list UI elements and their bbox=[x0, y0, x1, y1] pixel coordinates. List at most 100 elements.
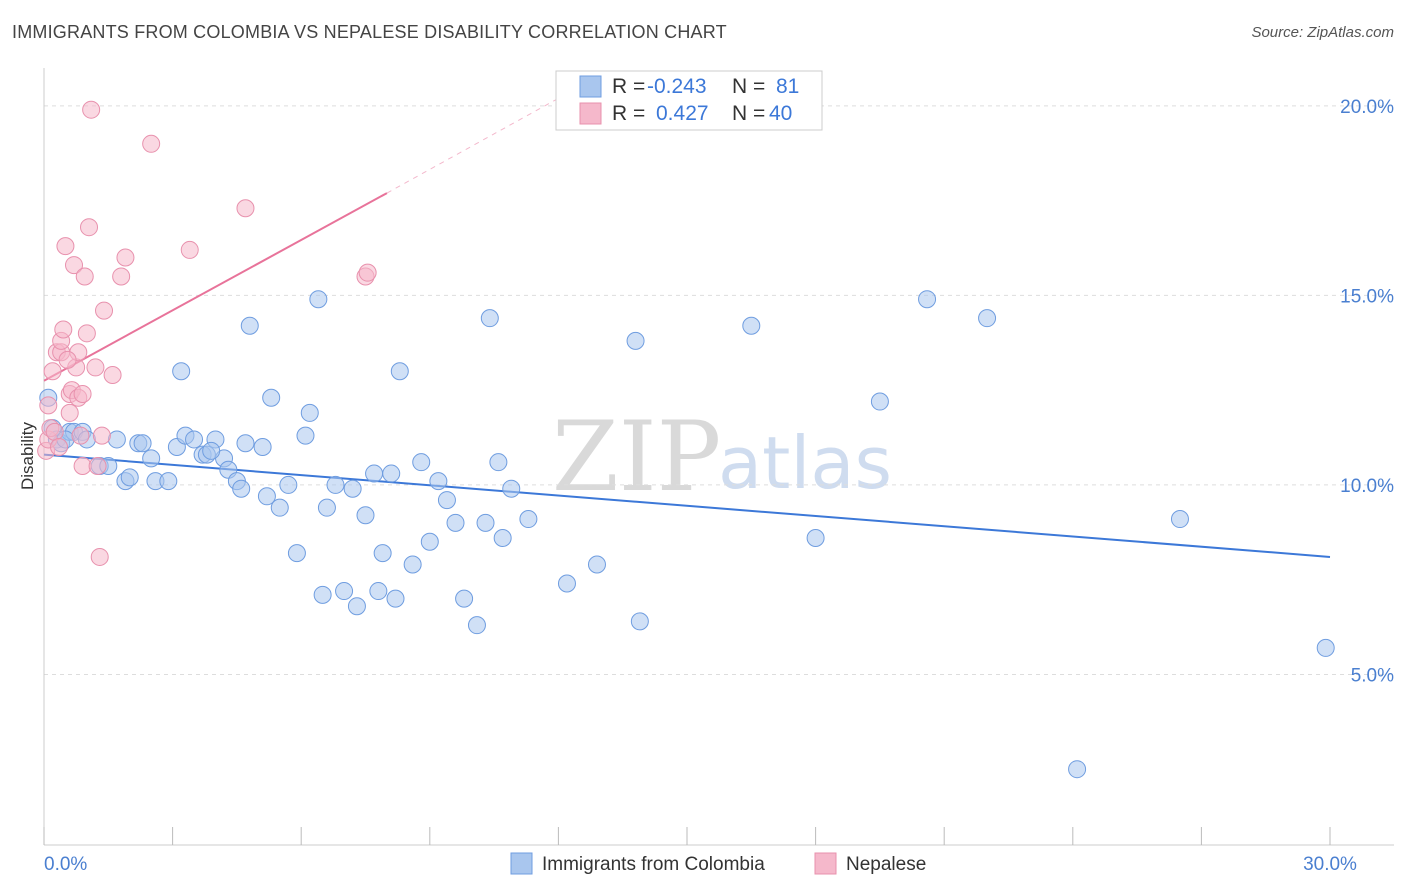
legend-bottom-swatch-blue bbox=[510, 852, 533, 875]
legend-swatch-blue bbox=[579, 75, 602, 98]
point-colombia-53 bbox=[420, 532, 439, 551]
point-colombia-67 bbox=[626, 331, 645, 350]
point-colombia-55 bbox=[437, 491, 456, 510]
point-nepalese-10 bbox=[56, 237, 75, 256]
y-tick-label-2: 15.0% bbox=[1340, 286, 1394, 307]
legend-swatch-pink bbox=[579, 102, 602, 125]
point-colombia-18 bbox=[172, 362, 191, 381]
legend-bottom-label-colombia: Immigrants from Colombia bbox=[542, 854, 765, 875]
point-colombia-46 bbox=[369, 582, 388, 601]
legend-n-label-2: N = bbox=[732, 102, 765, 125]
legend-top: R = -0.243 N = 81 R = 0.427 N = 40 bbox=[555, 70, 823, 131]
point-colombia-40 bbox=[317, 498, 336, 517]
point-nepalese-38 bbox=[50, 438, 69, 457]
point-colombia-56 bbox=[446, 513, 465, 532]
point-colombia-54 bbox=[429, 472, 448, 491]
point-nepalese-32 bbox=[116, 248, 135, 267]
point-nepalese-26 bbox=[88, 456, 107, 475]
legend-bottom: Immigrants from Colombia Nepalese bbox=[510, 852, 926, 875]
point-colombia-39 bbox=[313, 585, 332, 604]
point-colombia-80 bbox=[326, 475, 345, 494]
point-colombia-48 bbox=[382, 464, 401, 483]
point-nepalese-4 bbox=[43, 362, 62, 381]
watermark-atlas: atlas bbox=[718, 421, 892, 505]
point-colombia-72 bbox=[918, 290, 937, 309]
point-colombia-44 bbox=[356, 506, 375, 525]
legend-n-value-2: 40 bbox=[769, 102, 792, 125]
point-nepalese-23 bbox=[80, 218, 99, 237]
point-colombia-75 bbox=[1170, 510, 1189, 529]
point-nepalese-34 bbox=[180, 240, 199, 259]
point-colombia-38 bbox=[309, 290, 328, 309]
point-colombia-9 bbox=[107, 430, 126, 449]
point-colombia-60 bbox=[480, 309, 499, 328]
point-colombia-63 bbox=[502, 479, 521, 498]
point-colombia-59 bbox=[476, 513, 495, 532]
point-nepalese-33 bbox=[142, 134, 161, 153]
point-nepalese-27 bbox=[90, 547, 109, 566]
point-nepalese-24 bbox=[82, 100, 101, 119]
point-colombia-50 bbox=[390, 362, 409, 381]
point-nepalese-31 bbox=[112, 267, 131, 286]
point-colombia-29 bbox=[240, 316, 259, 335]
y-tick-label-3: 20.0% bbox=[1340, 97, 1394, 118]
watermark-zip: ZIP bbox=[552, 401, 721, 513]
point-colombia-11 bbox=[120, 468, 139, 487]
point-nepalese-29 bbox=[95, 301, 114, 320]
x-tick-label-0: 0.0% bbox=[44, 854, 87, 875]
point-nepalese-20 bbox=[73, 456, 92, 475]
y-axis-title: Disability bbox=[18, 421, 37, 490]
chart-title: IMMIGRANTS FROM COLOMBIA VS NEPALESE DIS… bbox=[12, 22, 727, 42]
legend-r-label-1: R = bbox=[612, 75, 645, 98]
point-nepalese-2 bbox=[39, 396, 58, 415]
legend-n-label-1: N = bbox=[732, 75, 765, 98]
trend-line-nepalese-extension bbox=[386, 97, 559, 194]
point-colombia-68 bbox=[630, 612, 649, 631]
point-colombia-30 bbox=[253, 438, 272, 457]
point-colombia-70 bbox=[806, 528, 825, 547]
point-colombia-20 bbox=[185, 430, 204, 449]
point-colombia-34 bbox=[279, 475, 298, 494]
x-tick-label-1: 30.0% bbox=[1303, 854, 1357, 875]
point-nepalese-22 bbox=[77, 324, 96, 343]
legend-bottom-label-nepalese: Nepalese bbox=[846, 854, 926, 875]
data-points bbox=[37, 100, 1335, 779]
point-colombia-36 bbox=[296, 426, 315, 445]
point-colombia-58 bbox=[467, 616, 486, 635]
point-colombia-66 bbox=[587, 555, 606, 574]
point-nepalese-28 bbox=[92, 426, 111, 445]
point-colombia-62 bbox=[493, 528, 512, 547]
legend-r-value-2: 0.427 bbox=[656, 102, 709, 125]
point-nepalese-25 bbox=[86, 358, 105, 377]
point-colombia-33 bbox=[270, 498, 289, 517]
y-tick-label-0: 5.0% bbox=[1351, 665, 1394, 686]
legend-n-value-1: 81 bbox=[776, 75, 799, 98]
point-colombia-35 bbox=[287, 544, 306, 563]
trend-line-nepalese bbox=[43, 192, 388, 382]
point-colombia-76 bbox=[1316, 638, 1335, 657]
point-nepalese-14 bbox=[65, 256, 84, 275]
point-nepalese-21 bbox=[75, 267, 94, 286]
watermark: ZIP atlas bbox=[552, 401, 892, 513]
point-colombia-45 bbox=[365, 464, 384, 483]
point-nepalese-39 bbox=[58, 350, 77, 369]
point-colombia-69 bbox=[742, 316, 761, 335]
point-colombia-13 bbox=[133, 434, 152, 453]
point-nepalese-18 bbox=[71, 426, 90, 445]
point-colombia-47 bbox=[373, 544, 392, 563]
point-colombia-73 bbox=[978, 309, 997, 328]
legend-bottom-swatch-pink bbox=[814, 852, 837, 875]
point-nepalese-5 bbox=[45, 422, 64, 441]
point-colombia-71 bbox=[870, 392, 889, 411]
point-colombia-16 bbox=[159, 472, 178, 491]
point-colombia-42 bbox=[343, 479, 362, 498]
point-colombia-32 bbox=[262, 388, 281, 407]
y-tick-label-1: 10.0% bbox=[1340, 476, 1394, 497]
point-colombia-41 bbox=[335, 582, 354, 601]
point-colombia-27 bbox=[232, 479, 251, 498]
gridlines bbox=[44, 105, 1394, 675]
point-colombia-61 bbox=[489, 453, 508, 472]
point-colombia-49 bbox=[386, 589, 405, 608]
point-colombia-28 bbox=[236, 434, 255, 453]
